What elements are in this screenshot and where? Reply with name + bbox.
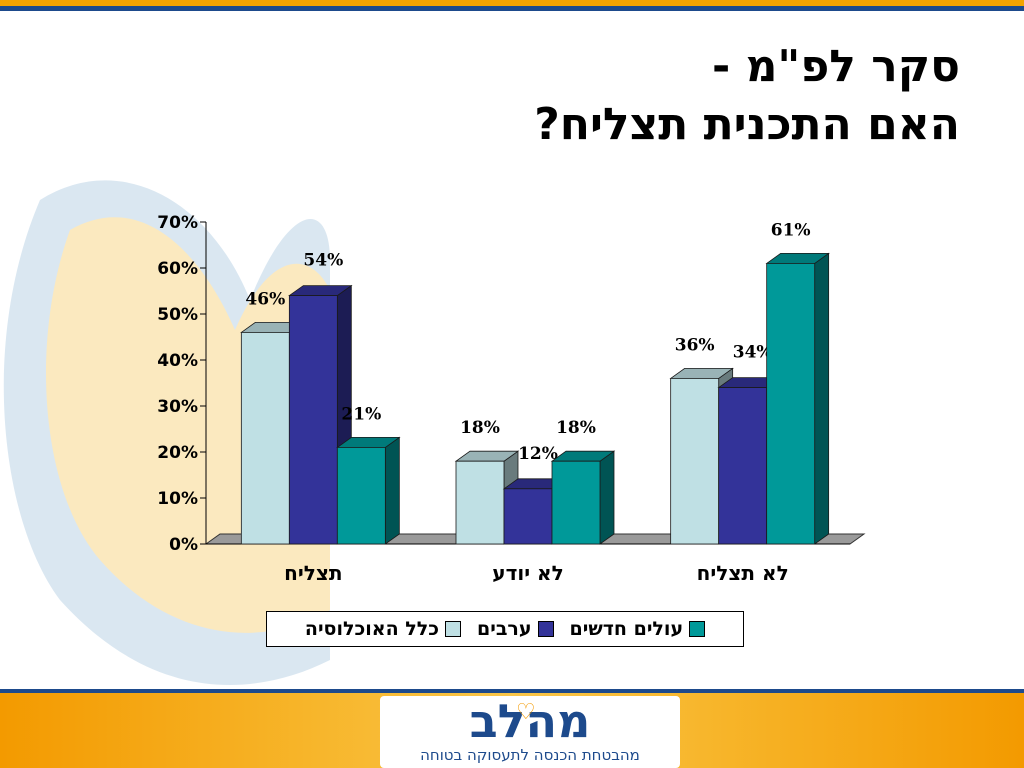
legend-item-series-1: כלל האוכלוסיה <box>304 618 462 640</box>
y-tick-label: 60% <box>157 259 198 279</box>
y-tick-label: 10% <box>157 489 198 509</box>
chart-legend: כלל האוכלוסיה ערבים עולים חדשים <box>266 611 744 647</box>
logo-heart-icon: ♡ <box>516 700 536 725</box>
legend-label-series-2: ערבים <box>477 618 532 640</box>
bar-side <box>599 450 615 545</box>
y-tick-label: 70% <box>157 213 198 233</box>
x-tick-label: לא יודע <box>492 561 563 585</box>
data-label: 21% <box>341 404 381 424</box>
bar <box>551 460 601 545</box>
legend-swatch-series-3 <box>689 621 706 637</box>
top-blue-line <box>0 6 1024 11</box>
data-label: 61% <box>771 220 811 240</box>
bar <box>240 331 290 545</box>
bar-chart: 0% 10% 20% 30% 40% 50% 60% 70% תצליח 46% 54% 21% לא … <box>157 213 866 585</box>
bar <box>766 262 816 545</box>
footer-blue-line <box>0 689 1024 693</box>
legend-item-series-2: ערבים <box>477 618 554 640</box>
y-tick-label: 0% <box>169 535 198 555</box>
logo-name: מהלב <box>469 694 591 748</box>
bar <box>336 446 386 545</box>
x-tick-label: לא תצליח <box>697 561 789 585</box>
bar <box>503 488 553 545</box>
data-label: 34% <box>733 343 773 363</box>
data-label: 18% <box>460 418 500 438</box>
y-tick-label: 20% <box>157 443 198 463</box>
bar-side <box>814 252 830 545</box>
title-line-1: סקר לפ"מ - <box>711 41 960 92</box>
legend-label-series-1: כלל האוכלוסיה <box>304 618 440 640</box>
y-tick-label: 50% <box>157 305 198 325</box>
bar <box>718 387 768 545</box>
title-line-2: האם התכנית תצליח? <box>534 99 960 150</box>
slide-title: סקר לפ"מ - האם התכנית תצליח? <box>534 38 960 154</box>
data-label: 36% <box>675 335 715 355</box>
bar <box>670 377 720 545</box>
bar <box>288 295 338 545</box>
bar <box>455 460 505 545</box>
logo-tagline: מהבטחת הכנסה לתעסוקה בטוחה <box>420 746 640 764</box>
legend-swatch-series-2 <box>537 621 554 637</box>
data-label: 46% <box>245 289 285 309</box>
legend-item-series-3: עולים חדשים <box>570 618 706 640</box>
data-label: 54% <box>303 251 343 271</box>
y-tick-label: 40% <box>157 351 198 371</box>
x-tick-label: תצליח <box>284 561 342 585</box>
legend-label-series-3: עולים חדשים <box>569 618 684 640</box>
legend-swatch-series-1 <box>445 621 462 637</box>
logo: מהלב ♡ מהבטחת הכנסה לתעסוקה בטוחה <box>380 696 680 768</box>
bar-side <box>384 436 400 545</box>
data-label: 18% <box>556 418 596 438</box>
data-label: 12% <box>518 444 558 464</box>
top-orange-band <box>0 0 1024 6</box>
y-tick-label: 30% <box>157 397 198 417</box>
